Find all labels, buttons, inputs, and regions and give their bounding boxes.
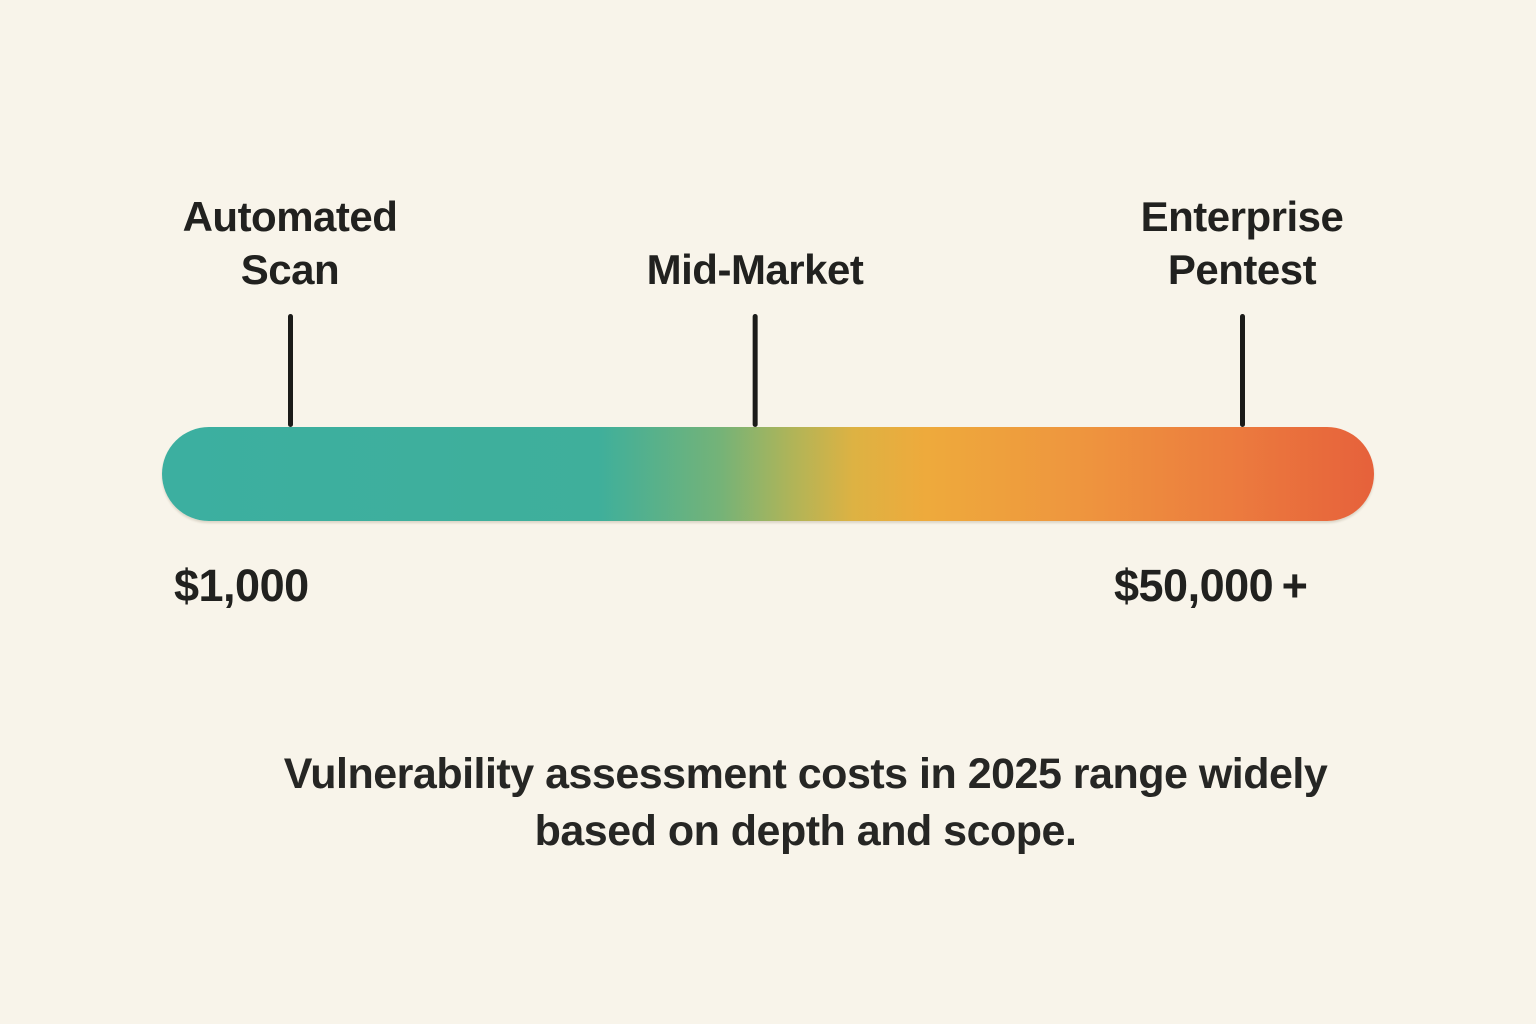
marker-enterprise-pentest-label: Enterprise Pentest <box>1140 193 1344 293</box>
marker-enterprise-pentest: Enterprise Pentest <box>1092 190 1392 427</box>
caption-line-2: based on depth and scope. <box>534 807 1077 855</box>
marker-automated-scan: Automated Scan <box>140 190 440 427</box>
caption-line-1: Vulnerability assessment costs in 2025 r… <box>283 750 1328 798</box>
marker-mid-market: Mid-Market <box>647 243 864 427</box>
min-price-label: $1,000 <box>174 560 309 611</box>
gradient-scale-bar <box>162 427 1374 521</box>
tick-line-enterprise-pentest <box>1239 314 1245 427</box>
tick-line-mid-market <box>752 314 758 427</box>
max-price-label: $50,000 + <box>1114 560 1308 611</box>
marker-automated-scan-label: Automated Scan <box>182 193 398 293</box>
caption: Vulnerability assessment costs in 2025 r… <box>178 746 1433 860</box>
marker-mid-market-label: Mid-Market <box>646 246 864 293</box>
tick-line-automated-scan <box>287 314 293 427</box>
